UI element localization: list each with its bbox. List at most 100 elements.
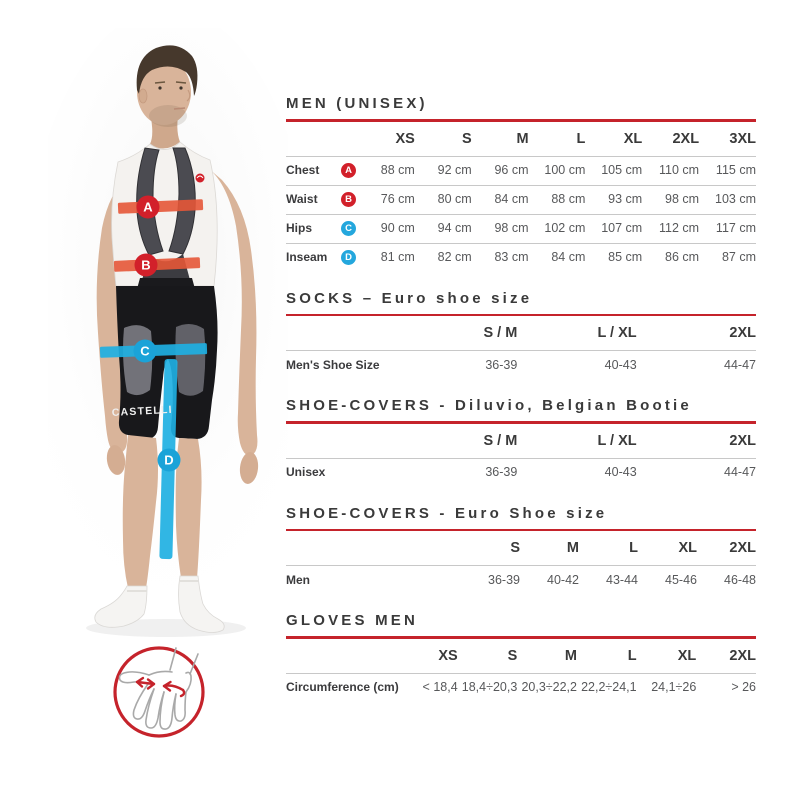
cell: 40-43: [604, 465, 637, 479]
row-label-cell: Hips C: [286, 213, 358, 243]
row-label-cell: Men's Shoe Size: [286, 351, 398, 380]
header-row: S M L XL 2XL: [286, 532, 756, 566]
cell: 96 cm: [494, 163, 529, 177]
row-label: Men: [286, 572, 310, 587]
bib-shorts: [116, 286, 218, 439]
shoe-covers-euro-table: S M L XL 2XL Men 36-39 40-42 43-44 45-46: [286, 532, 756, 594]
men-unisex-table: XS S M L XL 2XL 3XL Chest A: [286, 122, 756, 272]
corner-cell: [286, 317, 398, 351]
cell: 93 cm: [585, 184, 643, 214]
cell: 110 cm: [658, 163, 700, 177]
col-header-s: S: [461, 532, 520, 566]
chest-logo: [195, 173, 205, 183]
corner-cell: [286, 639, 398, 674]
corner-cell: [286, 424, 398, 459]
title-underline: [286, 421, 756, 424]
hair: [136, 45, 198, 96]
table-row-men: Men 36-39 40-42 43-44 45-46 46-48: [286, 566, 756, 595]
cell: 102 cm: [528, 213, 586, 243]
row-label-cell: Circumference (cm): [286, 673, 399, 702]
socks: [94, 575, 225, 633]
title-underline: [286, 313, 756, 316]
col-header-3xl: 3XL: [699, 122, 756, 157]
section-shoe-covers-diluvio: SHOE-COVERS - Diluvio, Belgian Bootie S …: [286, 397, 756, 487]
row-label-cell: Men: [286, 566, 461, 595]
cell: 98 cm: [471, 213, 529, 243]
col-header-xs: XS: [358, 122, 415, 157]
size-tables-panel: MEN (UNISEX) XS S M L XL 2XL 3XL: [286, 95, 756, 720]
cell: 85 cm: [585, 242, 643, 272]
cell: 84 cm: [528, 242, 586, 272]
col-header-m: M: [471, 122, 529, 157]
marker-c-badge: [133, 339, 157, 363]
cell: 44-47: [724, 357, 756, 372]
header-row: S / M L / XL 2XL: [286, 317, 756, 351]
cell: 87 cm: [699, 242, 756, 272]
section-gloves-men: GLOVES MEN XS S M L XL 2XL: [286, 612, 756, 702]
cell: 86 cm: [642, 242, 700, 272]
cell: 40-43: [604, 357, 637, 372]
head: [136, 45, 198, 149]
cell: 107 cm: [585, 213, 643, 243]
cell: 88 cm: [528, 184, 586, 214]
col-header-m: M: [520, 532, 579, 566]
marker-a-badge: [136, 195, 160, 219]
socks-table: S / M L / XL 2XL Men's Shoe Size 36-39 4…: [286, 317, 756, 379]
cell: 83 cm: [471, 242, 529, 272]
marker-b-badge: [134, 253, 158, 277]
section-title: SOCKS – Euro shoe size: [286, 289, 533, 307]
cell: 80 cm: [414, 184, 472, 214]
cell: 103 cm: [699, 184, 756, 214]
col-header-2xl: 2XL: [696, 639, 756, 674]
section-title: SHOE-COVERS - Diluvio, Belgian Bootie: [286, 397, 692, 414]
table-row-hips: Hips C 90 cm 94 cm 98 cm 102 cm 107 cm 1…: [286, 213, 756, 243]
corner-cell: [286, 532, 461, 566]
icon-circle: [113, 646, 205, 738]
cell: 92 cm: [437, 163, 472, 177]
size-guide-model-figure: A B C D CASTELLI: [48, 28, 288, 748]
section-shoe-covers-euro: SHOE-COVERS - Euro Shoe size S M L XL 2X…: [286, 505, 756, 595]
cell: > 26: [731, 680, 756, 694]
marker-b-letter: B: [141, 258, 150, 273]
marker-d-badge: D: [341, 250, 356, 265]
table-row-unisex: Unisex 36-39 40-43 44-47: [286, 458, 756, 487]
table-row-inseam: Inseam D 81 cm 82 cm 83 cm 84 cm 85 cm 8…: [286, 242, 756, 272]
row-label: Men's Shoe Size: [286, 357, 380, 372]
eyebrows: [154, 81, 187, 84]
marker-c-letter: C: [140, 344, 150, 359]
col-header-s: S: [414, 122, 472, 157]
marker-d-badge: [157, 448, 181, 472]
marker-a-letter: A: [143, 200, 153, 215]
table-row-mens-shoe-size: Men's Shoe Size 36-39 40-43 44-47: [286, 351, 756, 380]
cell: 20,3÷22,2: [521, 680, 577, 694]
gloves-men-table: XS S M L XL 2XL Circumference (cm) < 18,…: [286, 639, 756, 702]
ear: [138, 88, 148, 104]
cell: 105 cm: [601, 163, 643, 177]
mouth: [173, 107, 186, 110]
table-row-circumference: Circumference (cm) < 18,4 18,4÷20,3 20,3…: [286, 673, 756, 702]
section-title: MEN (UNISEX): [286, 95, 428, 112]
header-row: S / M L / XL 2XL: [286, 424, 756, 459]
header-row: XS S M L XL 2XL: [286, 639, 756, 674]
marker-c-badge: C: [341, 221, 356, 236]
nose: [186, 89, 191, 102]
cell: 18,4÷20,3: [461, 680, 518, 694]
measure-arrows: [135, 676, 186, 698]
col-header-2xl: 2XL: [636, 317, 756, 351]
col-header-2xl: 2XL: [642, 122, 700, 157]
col-header-lxl: L / XL: [517, 424, 637, 459]
cell: 36-39: [488, 572, 520, 587]
col-header-l: L: [528, 122, 586, 157]
row-label-cell: Unisex: [286, 458, 398, 487]
cell: 84 cm: [471, 184, 529, 214]
title-underline: [286, 119, 756, 122]
row-label: Chest: [286, 163, 320, 177]
row-label: Waist: [286, 192, 318, 206]
cell: 112 cm: [642, 213, 700, 243]
shoe-covers-diluvio-table: S / M L / XL 2XL Unisex 36-39 40-43 44-4…: [286, 424, 756, 487]
table-row-chest: Chest A 88 cm 92 cm 96 cm 100 cm 105 cm …: [286, 156, 756, 185]
header-row: XS S M L XL 2XL 3XL: [286, 122, 756, 157]
col-header-xl: XL: [636, 639, 697, 674]
row-label-cell: Chest A: [286, 156, 358, 185]
